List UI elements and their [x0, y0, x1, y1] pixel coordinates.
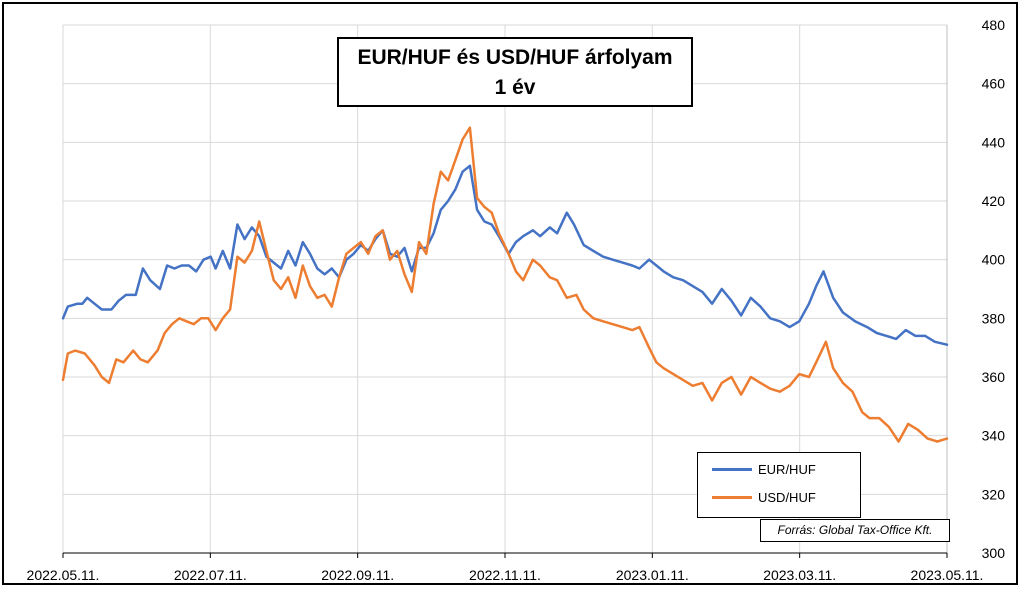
- x-axis-ticks: 2022.05.11. 2022.07.11. 2022.09.11. 2022.11…: [27, 553, 984, 583]
- legend-label-usd-huf: USD/HUF: [758, 489, 816, 505]
- source-note: Forrás: Global Tax-Office Kft.: [760, 519, 950, 542]
- x-tick-label: 2022.09.11.: [321, 567, 394, 583]
- x-tick-label: 2022.05.11.: [27, 567, 100, 583]
- y-tick-label: 480: [982, 17, 1006, 33]
- legend-item-eur-huf: EUR/HUF: [712, 461, 816, 477]
- x-tick-label: 2022.07.11.: [174, 567, 247, 583]
- y-tick-label: 400: [982, 252, 1006, 268]
- x-tick-label: 2022.11.11.: [469, 567, 541, 583]
- x-tick-label: 2023.03.11.: [763, 567, 836, 583]
- y-tick-label: 380: [982, 310, 1006, 326]
- legend-label-eur-huf: EUR/HUF: [758, 461, 816, 477]
- legend-swatch-usd-huf: [712, 495, 752, 499]
- series-lines: [61, 126, 949, 443]
- x-tick-label: 2023.05.11.: [911, 567, 984, 583]
- y-tick-label: 300: [982, 545, 1006, 561]
- legend-item-usd-huf: USD/HUF: [712, 489, 816, 505]
- y-tick-label: 420: [982, 193, 1006, 209]
- y-axis-ticks: 300 320 340 360 380 400 420 440 460 480: [982, 17, 1006, 561]
- series-line-usd-huf: [61, 126, 949, 443]
- x-tick-label: 2023.01.11.: [616, 567, 689, 583]
- series-line-eur-huf: [61, 164, 949, 346]
- y-tick-label: 440: [982, 134, 1006, 150]
- y-tick-label: 360: [982, 369, 1006, 385]
- legend-swatch-eur-huf: [712, 467, 752, 471]
- chart-title: EUR/HUF és USD/HUF árfolyam 1 év: [337, 37, 693, 107]
- y-tick-label: 320: [982, 486, 1006, 502]
- chart-title-line-2: 1 év: [494, 76, 536, 99]
- y-tick-label: 340: [982, 428, 1006, 444]
- y-tick-label: 460: [982, 76, 1006, 92]
- legend: EUR/HUF USD/HUF: [697, 452, 861, 518]
- chart-title-line-1: EUR/HUF és USD/HUF árfolyam: [357, 46, 673, 69]
